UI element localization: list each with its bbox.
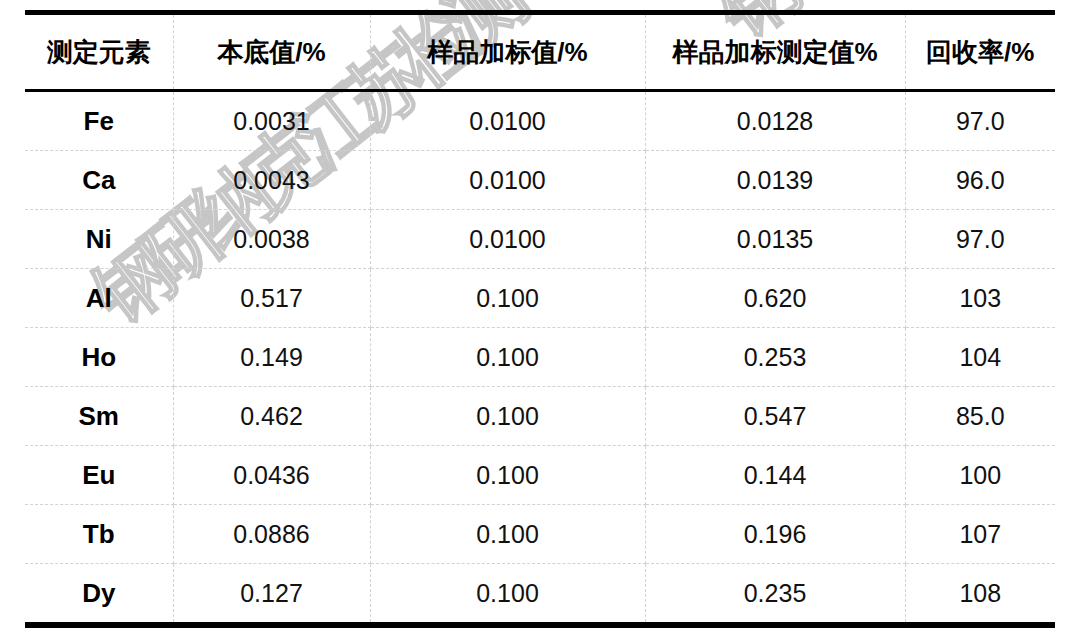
cell-spiked-measured-value: 0.620: [645, 269, 905, 328]
cell-spiked-value: 0.100: [370, 446, 645, 505]
cell-recovery: 97.0: [905, 91, 1055, 151]
table-row: Sm 0.462 0.100 0.547 85.0: [25, 387, 1055, 446]
cell-spiked-value: 0.100: [370, 505, 645, 564]
cell-background-value: 0.127: [173, 564, 370, 626]
cell-spiked-value: 0.100: [370, 328, 645, 387]
col-header-recovery: 回收率/%: [905, 13, 1055, 91]
cell-recovery: 107: [905, 505, 1055, 564]
col-header-spiked-value: 样品加标值/%: [370, 13, 645, 91]
cell-element: Fe: [25, 91, 173, 151]
table-row: Fe 0.0031 0.0100 0.0128 97.0: [25, 91, 1055, 151]
cell-spiked-value: 0.100: [370, 387, 645, 446]
cell-spiked-value: 0.100: [370, 269, 645, 328]
cell-background-value: 0.149: [173, 328, 370, 387]
table-row: Eu 0.0436 0.100 0.144 100: [25, 446, 1055, 505]
cell-background-value: 0.0043: [173, 151, 370, 210]
cell-background-value: 0.0031: [173, 91, 370, 151]
cell-recovery: 103: [905, 269, 1055, 328]
table-row: Ho 0.149 0.100 0.253 104: [25, 328, 1055, 387]
cell-recovery: 85.0: [905, 387, 1055, 446]
cell-spiked-measured-value: 0.196: [645, 505, 905, 564]
cell-background-value: 0.0038: [173, 210, 370, 269]
cell-background-value: 0.462: [173, 387, 370, 446]
cell-element: Ni: [25, 210, 173, 269]
document-page: 钢研纳克江苏检测 钢研纳克江苏检测 测定元素 本底值/% 样品加标值/% 样品加…: [0, 0, 1080, 638]
cell-element: Al: [25, 269, 173, 328]
cell-element: Ho: [25, 328, 173, 387]
cell-spiked-measured-value: 0.253: [645, 328, 905, 387]
cell-recovery: 104: [905, 328, 1055, 387]
cell-recovery: 100: [905, 446, 1055, 505]
cell-spiked-value: 0.0100: [370, 210, 645, 269]
cell-element: Tb: [25, 505, 173, 564]
cell-element: Sm: [25, 387, 173, 446]
cell-element: Ca: [25, 151, 173, 210]
cell-spiked-measured-value: 0.0135: [645, 210, 905, 269]
table-header-row: 测定元素 本底值/% 样品加标值/% 样品加标测定值% 回收率/%: [25, 13, 1055, 91]
table-row: Tb 0.0886 0.100 0.196 107: [25, 505, 1055, 564]
table-row: Dy 0.127 0.100 0.235 108: [25, 564, 1055, 626]
cell-recovery: 96.0: [905, 151, 1055, 210]
table-row: Ca 0.0043 0.0100 0.0139 96.0: [25, 151, 1055, 210]
cell-background-value: 0.517: [173, 269, 370, 328]
cell-spiked-value: 0.100: [370, 564, 645, 626]
cell-recovery: 97.0: [905, 210, 1055, 269]
cell-spiked-measured-value: 0.547: [645, 387, 905, 446]
table-row: Ni 0.0038 0.0100 0.0135 97.0: [25, 210, 1055, 269]
cell-spiked-value: 0.0100: [370, 91, 645, 151]
cell-spiked-measured-value: 0.0139: [645, 151, 905, 210]
cell-recovery: 108: [905, 564, 1055, 626]
col-header-element: 测定元素: [25, 13, 173, 91]
cell-spiked-measured-value: 0.144: [645, 446, 905, 505]
cell-element: Dy: [25, 564, 173, 626]
cell-background-value: 0.0436: [173, 446, 370, 505]
cell-background-value: 0.0886: [173, 505, 370, 564]
col-header-background-value: 本底值/%: [173, 13, 370, 91]
col-header-spiked-measured-value: 样品加标测定值%: [645, 13, 905, 91]
cell-spiked-value: 0.0100: [370, 151, 645, 210]
cell-spiked-measured-value: 0.235: [645, 564, 905, 626]
cell-spiked-measured-value: 0.0128: [645, 91, 905, 151]
table-row: Al 0.517 0.100 0.620 103: [25, 269, 1055, 328]
cell-element: Eu: [25, 446, 173, 505]
recovery-results-table: 测定元素 本底值/% 样品加标值/% 样品加标测定值% 回收率/% Fe 0.0…: [25, 10, 1055, 628]
